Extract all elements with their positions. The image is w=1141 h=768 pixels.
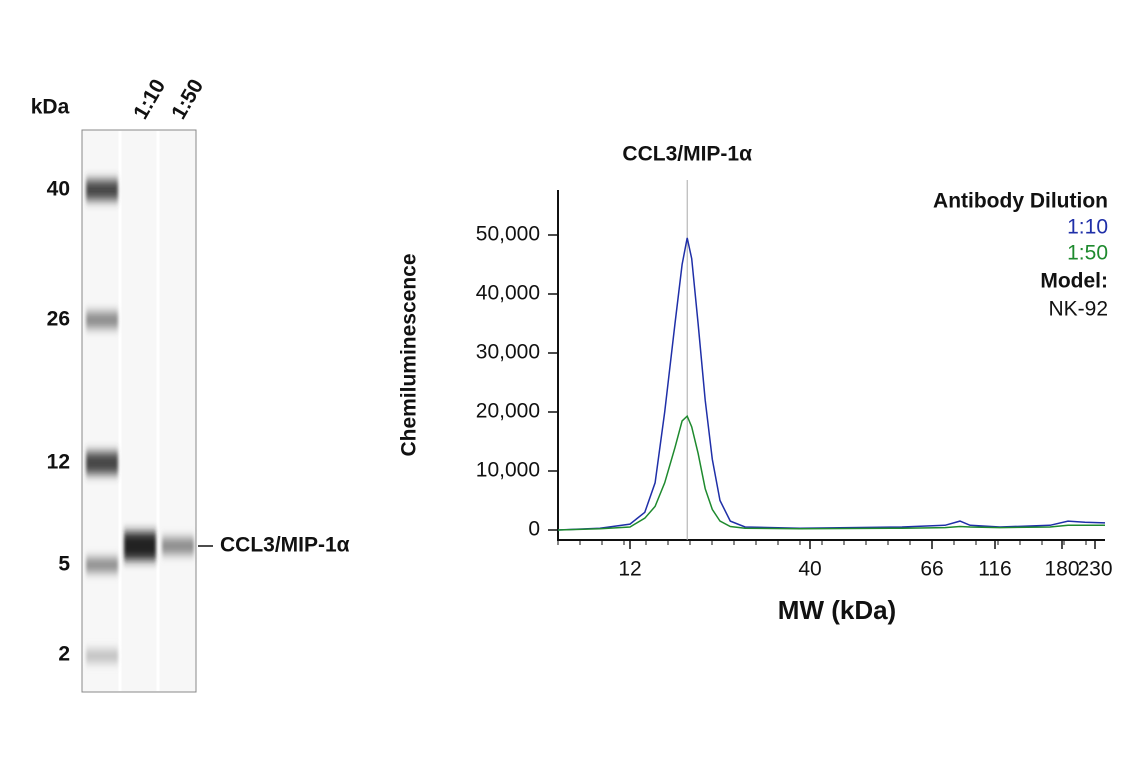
ladder-band (86, 180, 118, 200)
blot (81, 129, 213, 693)
ladder-band (86, 452, 118, 474)
lane-label: 1:10 (129, 75, 170, 123)
series-line (557, 237, 1106, 531)
y-tick-label: 20,000 (476, 400, 540, 423)
y-tick-label: 50,000 (476, 223, 540, 246)
model: NK-92 (1048, 298, 1108, 321)
y-tick-label: 30,000 (476, 341, 540, 364)
band-label: CCL3/MIP-1α (220, 534, 350, 557)
blot-frame (81, 129, 197, 693)
sample-band (124, 532, 156, 560)
y-tick-label: 0 (528, 518, 540, 541)
y-tick-label: 40,000 (476, 282, 540, 305)
sample-band (162, 538, 194, 554)
unit-label: kDa (31, 96, 70, 119)
ladder-label: 26 (47, 308, 70, 331)
ladder-band (86, 558, 118, 572)
annotation-label: CCL3/MIP-1α (622, 143, 752, 166)
x-tick-label: 230 (1077, 558, 1112, 581)
model-label: Model: (1040, 270, 1108, 293)
legend-entry: 1:50 (1067, 242, 1108, 265)
ladder-label: 12 (47, 451, 70, 474)
ladder-label: 5 (58, 553, 70, 576)
x-tick-label: 180 (1044, 558, 1079, 581)
ladder-label: 2 (58, 643, 70, 666)
ladder-label: 40 (47, 178, 70, 201)
x-tick-label: 116 (978, 558, 1011, 581)
y-axis-label: Chemiluminescence (398, 253, 421, 456)
legend-entry: 1:10 (1067, 216, 1108, 239)
x-tick-label: 66 (920, 558, 943, 581)
legend-title: Antibody Dilution (933, 190, 1108, 213)
ladder-band (86, 650, 118, 662)
series-line (557, 414, 1105, 531)
x-tick-label: 40 (798, 558, 821, 581)
x-axis-label: MW (kDa) (778, 595, 896, 625)
x-tick-label: 12 (618, 558, 641, 581)
ladder-band (86, 312, 118, 328)
y-tick-label: 10,000 (476, 459, 540, 482)
lane-label: 1:50 (167, 75, 208, 123)
